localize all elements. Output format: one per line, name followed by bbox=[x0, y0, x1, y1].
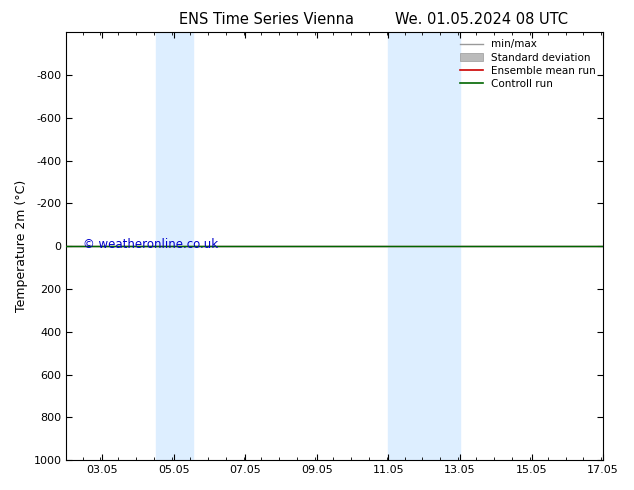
Text: © weatheronline.co.uk: © weatheronline.co.uk bbox=[82, 238, 217, 250]
Text: ENS Time Series Vienna: ENS Time Series Vienna bbox=[179, 12, 354, 27]
Bar bbox=[156, 32, 193, 460]
Text: We. 01.05.2024 08 UTC: We. 01.05.2024 08 UTC bbox=[396, 12, 568, 27]
Legend: min/max, Standard deviation, Ensemble mean run, Controll run: min/max, Standard deviation, Ensemble me… bbox=[458, 37, 598, 91]
Y-axis label: Temperature 2m (°C): Temperature 2m (°C) bbox=[15, 180, 28, 312]
Bar bbox=[389, 32, 460, 460]
